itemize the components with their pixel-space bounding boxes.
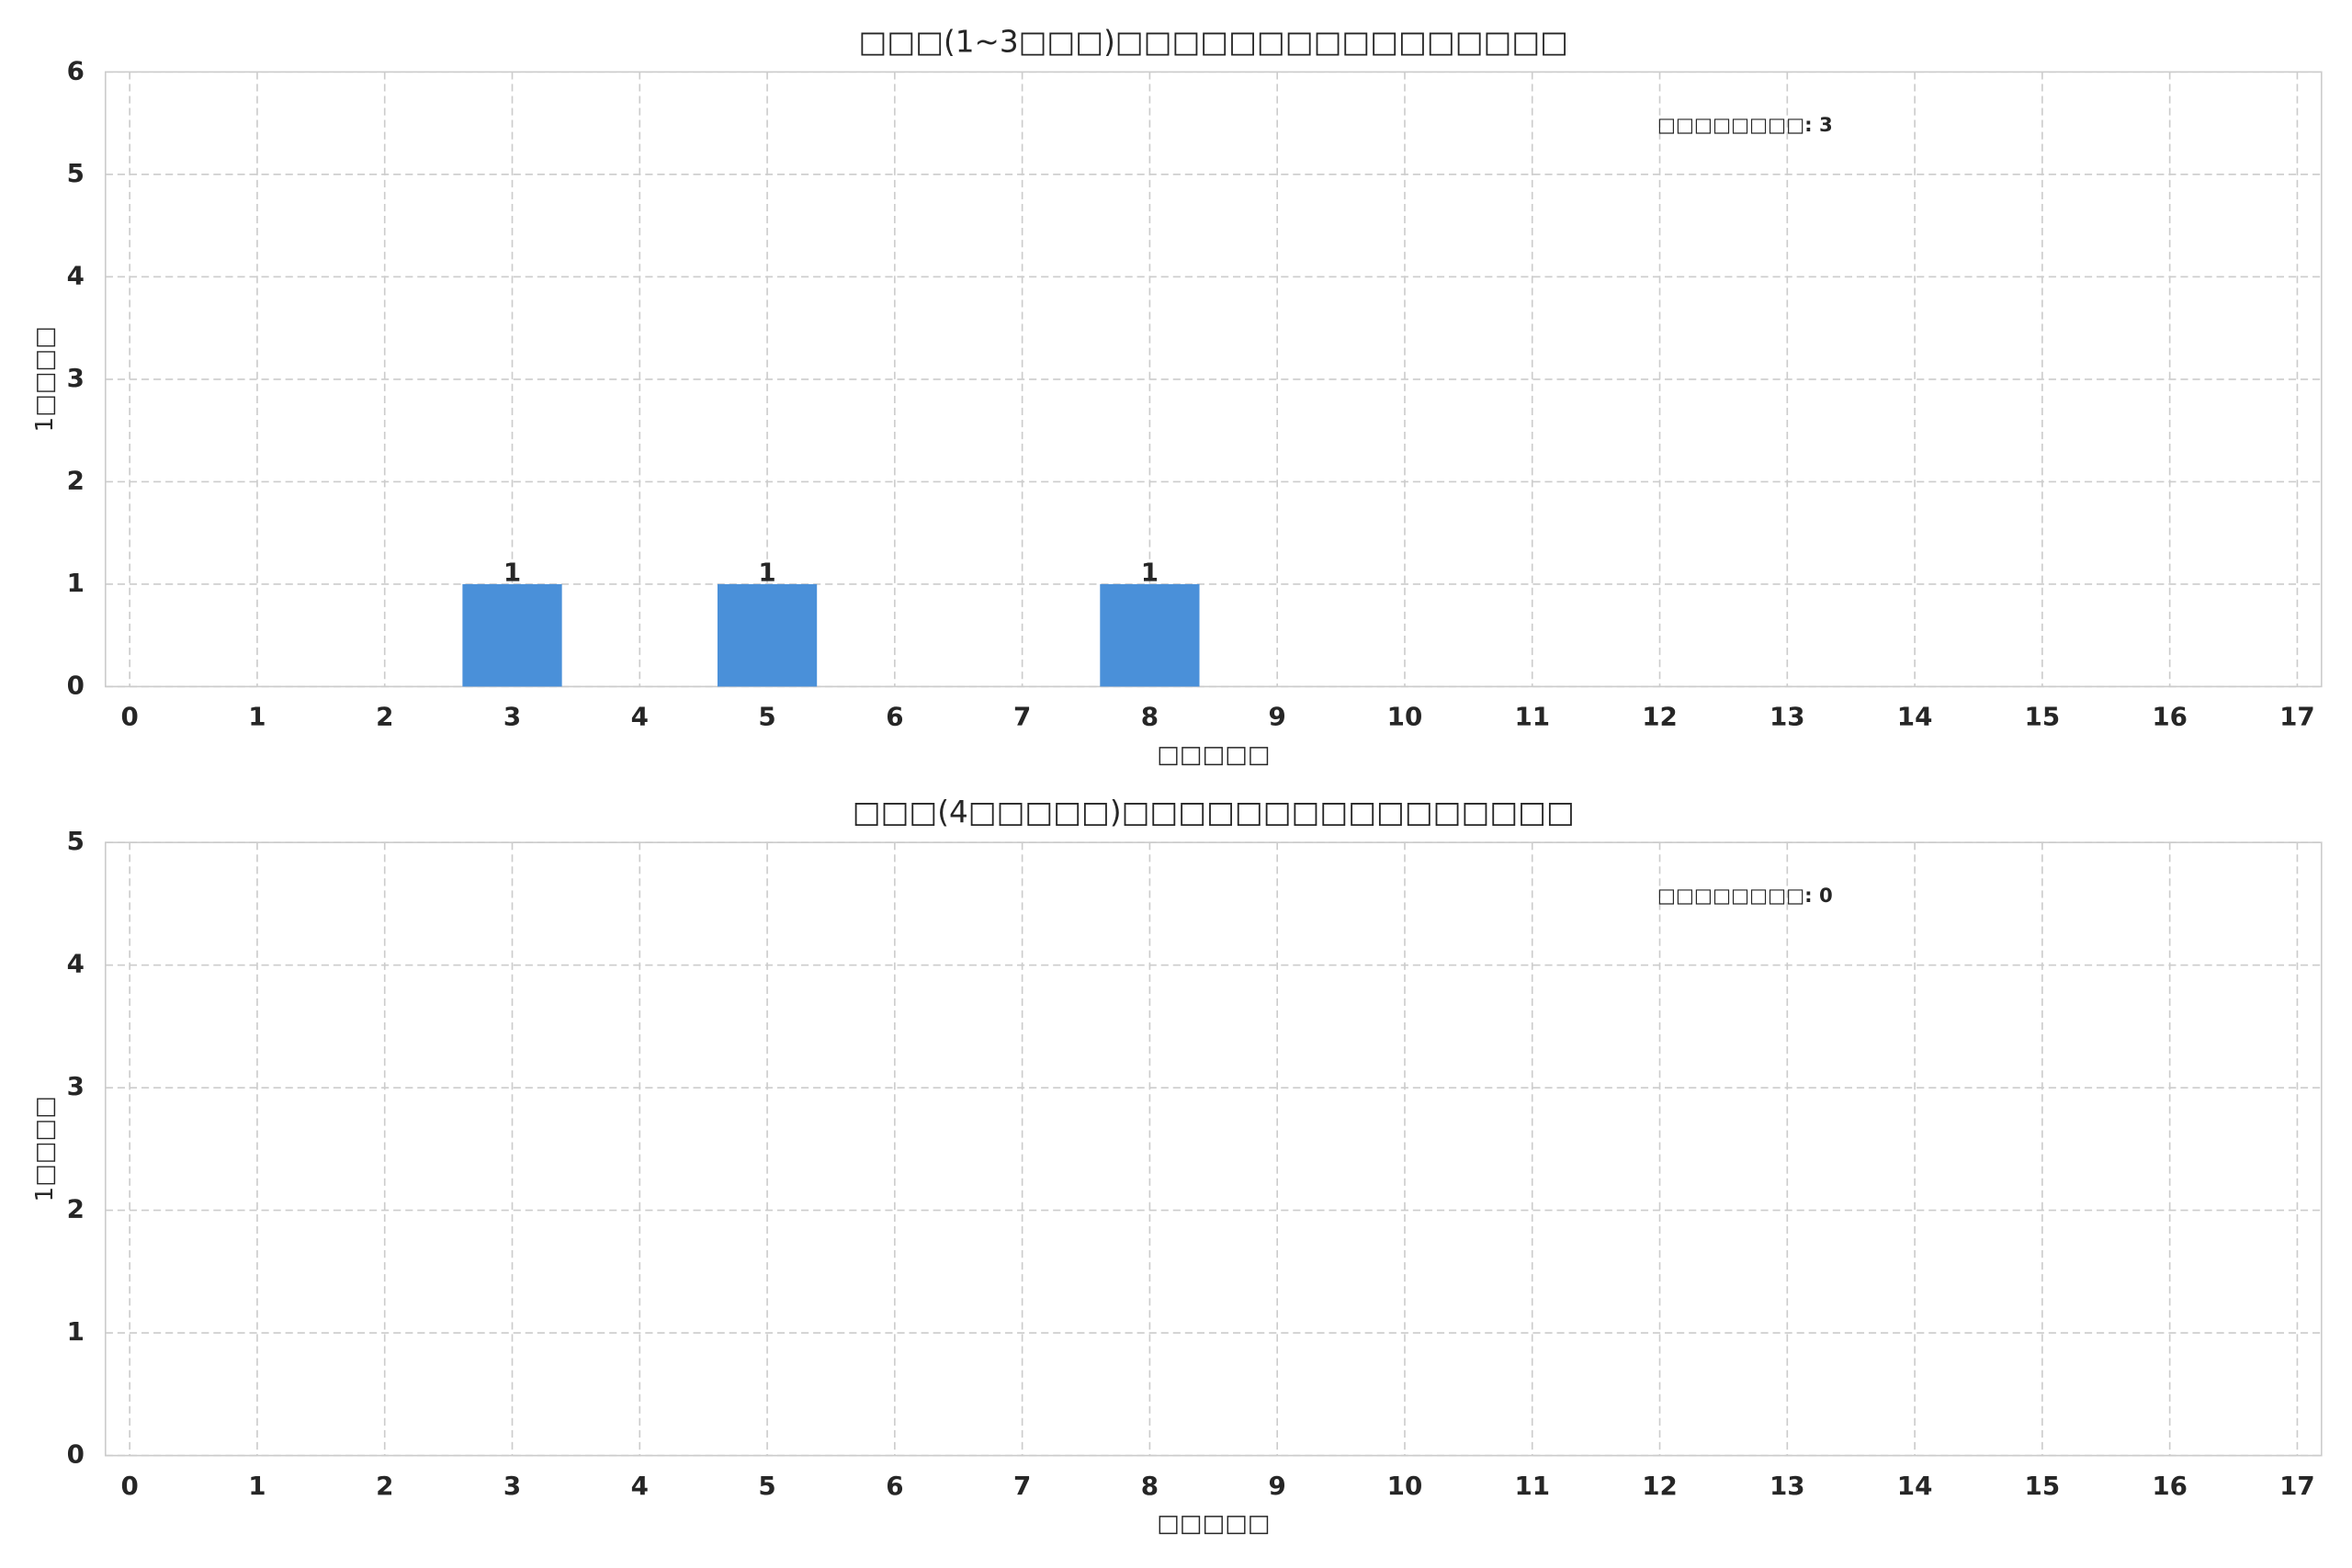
bar <box>1100 583 1200 687</box>
x-tick-label: 10 <box>1387 1471 1423 1501</box>
x-tick-label: 14 <box>1897 1471 1933 1501</box>
x-tick-label: 11 <box>1514 702 1550 732</box>
x-tick-label: 8 <box>1141 1471 1159 1501</box>
x-tick-label: 17 <box>2279 1471 2315 1501</box>
bar <box>717 583 818 687</box>
x-tick-label: 3 <box>503 702 521 732</box>
x-axis-label: □□□□□ <box>1157 741 1270 769</box>
x-tick-label: 1 <box>248 702 266 732</box>
x-tick-label: 13 <box>1770 1471 1805 1501</box>
x-tick-label: 4 <box>631 702 649 732</box>
y-tick-label: 5 <box>67 826 85 856</box>
x-tick-label: 0 <box>121 702 139 732</box>
y-tick-label: 1 <box>67 1316 85 1347</box>
y-tick-label: 2 <box>67 1194 85 1224</box>
x-tick-label: 2 <box>376 1471 393 1501</box>
x-tick-label: 12 <box>1642 702 1678 732</box>
y-tick-label: 0 <box>67 1439 85 1470</box>
plot-frame <box>104 841 2323 1457</box>
x-tick-label: 11 <box>1514 1471 1550 1501</box>
bar <box>462 583 562 687</box>
x-tick-label: 6 <box>886 702 903 732</box>
x-tick-label: 7 <box>1013 1471 1031 1501</box>
plot-frame <box>104 71 2323 688</box>
y-tick-label: 3 <box>67 363 85 393</box>
x-tick-label: 16 <box>2152 702 2188 732</box>
x-tick-label: 9 <box>1269 1471 1286 1501</box>
y-tick-label: 6 <box>67 55 85 85</box>
x-tick-label: 3 <box>503 1471 521 1501</box>
x-tick-label: 4 <box>631 1471 649 1501</box>
x-tick-label: 9 <box>1269 702 1286 732</box>
annotation: □□□□□□□□: 3 <box>1657 114 1833 137</box>
x-tick-label: 8 <box>1141 702 1159 732</box>
x-axis-label: □□□□□ <box>1157 1510 1270 1538</box>
y-axis-label: 1□□□□ <box>31 1096 59 1201</box>
x-tick-label: 15 <box>2025 702 2061 732</box>
chart-title: □□□(1~3□□□)□□□□□□□□□□□□□□□□ <box>859 24 1568 59</box>
y-tick-label: 4 <box>67 949 85 979</box>
x-tick-label: 6 <box>886 1471 903 1501</box>
x-tick-label: 15 <box>2025 1471 2061 1501</box>
y-tick-label: 5 <box>67 158 85 188</box>
x-tick-label: 7 <box>1013 702 1031 732</box>
x-tick-label: 13 <box>1770 702 1805 732</box>
y-tick-label: 2 <box>67 465 85 495</box>
x-tick-label: 2 <box>376 702 393 732</box>
annotation: □□□□□□□□: 0 <box>1657 885 1833 908</box>
chart-title: □□□(4□□□□□)□□□□□□□□□□□□□□□□ <box>853 795 1575 829</box>
x-tick-label: 10 <box>1387 702 1423 732</box>
y-tick-label: 4 <box>67 260 85 290</box>
x-tick-label: 12 <box>1642 1471 1678 1501</box>
x-tick-label: 5 <box>758 1471 775 1501</box>
y-tick-label: 0 <box>67 670 85 700</box>
y-axis-label: 1□□□□ <box>31 326 59 432</box>
x-tick-label: 1 <box>248 1471 266 1501</box>
x-tick-label: 17 <box>2279 702 2315 732</box>
x-tick-label: 0 <box>121 1471 139 1501</box>
x-tick-label: 16 <box>2152 1471 2188 1501</box>
x-tick-label: 5 <box>758 702 775 732</box>
y-tick-label: 3 <box>67 1071 85 1101</box>
value-label: 1 <box>1141 557 1159 587</box>
y-tick-label: 1 <box>67 568 85 598</box>
x-tick-label: 14 <box>1897 702 1933 732</box>
value-label: 1 <box>758 557 775 587</box>
value-label: 1 <box>503 557 521 587</box>
